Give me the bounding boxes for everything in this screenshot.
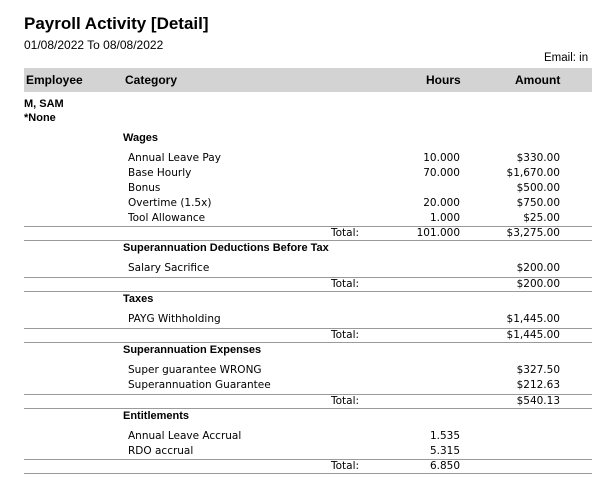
- total-hours: 6.850: [429, 460, 460, 472]
- category-heading: Taxes: [123, 293, 154, 305]
- column-header-bar: Employee Category Hours Amount: [24, 68, 592, 92]
- row-label: Salary Sacrifice: [128, 262, 210, 274]
- category-heading: Entitlements: [123, 410, 190, 422]
- divider: [24, 342, 592, 343]
- divider: [24, 328, 592, 329]
- divider: [24, 226, 592, 227]
- total-amount: $540.13: [516, 395, 560, 407]
- row-amount: $1,670.00: [506, 167, 560, 179]
- table-row: Super guarantee WRONG $327.50: [0, 364, 592, 378]
- table-row: Superannuation Guarantee $212.63: [0, 379, 592, 393]
- table-row: Annual Leave Pay 10.000 $330.00: [0, 152, 592, 166]
- table-row: RDO accrual 5.315: [0, 445, 592, 459]
- row-label: Superannuation Guarantee: [128, 379, 271, 391]
- divider: [24, 394, 592, 395]
- divider: [24, 408, 592, 409]
- total-amount: $200.00: [516, 278, 560, 290]
- row-label: PAYG Withholding: [128, 313, 221, 325]
- total-label: Total:: [331, 460, 360, 472]
- table-row: Overtime (1.5x) 20.000 $750.00: [0, 197, 592, 211]
- row-label: Overtime (1.5x): [128, 197, 212, 209]
- total-row: Total: $200.00: [0, 278, 592, 292]
- total-row: Total: $540.13: [0, 395, 592, 409]
- total-label: Total:: [331, 395, 360, 407]
- table-row: Salary Sacrifice $200.00: [0, 262, 592, 276]
- total-row: Total: $1,445.00: [0, 329, 592, 343]
- column-hours: Hours: [426, 73, 461, 87]
- row-hours: 20.000: [423, 197, 460, 209]
- row-amount: $1,445.00: [506, 313, 560, 325]
- row-label: RDO accrual: [128, 445, 194, 457]
- total-row: Total: 6.850: [0, 460, 592, 474]
- page-title: Payroll Activity [Detail]: [24, 14, 209, 33]
- total-row: Total: 101.000 $3,275.00: [0, 227, 592, 241]
- divider: [24, 459, 592, 460]
- row-label: Annual Leave Accrual: [128, 430, 242, 442]
- row-label: Tool Allowance: [128, 212, 206, 224]
- column-category: Category: [125, 73, 178, 87]
- table-row: Bonus $500.00: [0, 182, 592, 196]
- row-amount: $212.63: [516, 379, 560, 391]
- total-label: Total:: [331, 329, 360, 341]
- category-heading: Superannuation Expenses: [123, 344, 262, 356]
- row-hours: 10.000: [423, 152, 460, 164]
- table-row: Annual Leave Accrual 1.535: [0, 430, 592, 444]
- row-amount: $200.00: [516, 262, 560, 274]
- divider: [24, 240, 592, 241]
- row-amount: $750.00: [516, 197, 560, 209]
- divider: [24, 277, 592, 278]
- employee-name: M, SAM: [24, 98, 64, 110]
- row-hours: 70.000: [423, 167, 460, 179]
- row-label: Base Hourly: [128, 167, 192, 179]
- date-range: 01/08/2022 To 08/08/2022: [24, 38, 164, 52]
- category-heading: Wages: [123, 132, 159, 144]
- table-row: Tool Allowance 1.000 $25.00: [0, 212, 592, 226]
- column-employee: Employee: [26, 73, 83, 87]
- category-heading: Superannuation Deductions Before Tax: [123, 242, 329, 254]
- total-amount: $3,275.00: [506, 227, 560, 239]
- total-label: Total:: [331, 227, 360, 239]
- row-amount: $327.50: [516, 364, 560, 376]
- total-amount: $1,445.00: [506, 329, 560, 341]
- email-label: Email: in: [544, 52, 589, 64]
- row-amount: $25.00: [523, 212, 560, 224]
- row-label: Annual Leave Pay: [128, 152, 221, 164]
- row-hours: 1.535: [429, 430, 460, 442]
- row-hours: 1.000: [429, 212, 460, 224]
- divider: [24, 473, 592, 474]
- total-hours: 101.000: [416, 227, 460, 239]
- column-amount: Amount: [515, 73, 561, 87]
- row-amount: $500.00: [516, 182, 560, 194]
- table-row: Base Hourly 70.000 $1,670.00: [0, 167, 592, 181]
- row-label: Super guarantee WRONG: [128, 364, 262, 376]
- row-amount: $330.00: [516, 152, 560, 164]
- row-label: Bonus: [128, 182, 161, 194]
- table-row: PAYG Withholding $1,445.00: [0, 313, 592, 327]
- row-hours: 5.315: [429, 445, 460, 457]
- employee-sub: *None: [24, 112, 56, 124]
- divider: [24, 291, 592, 292]
- total-label: Total:: [331, 278, 360, 290]
